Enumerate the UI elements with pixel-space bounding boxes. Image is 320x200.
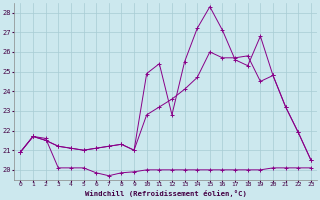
X-axis label: Windchill (Refroidissement éolien,°C): Windchill (Refroidissement éolien,°C): [85, 190, 247, 197]
